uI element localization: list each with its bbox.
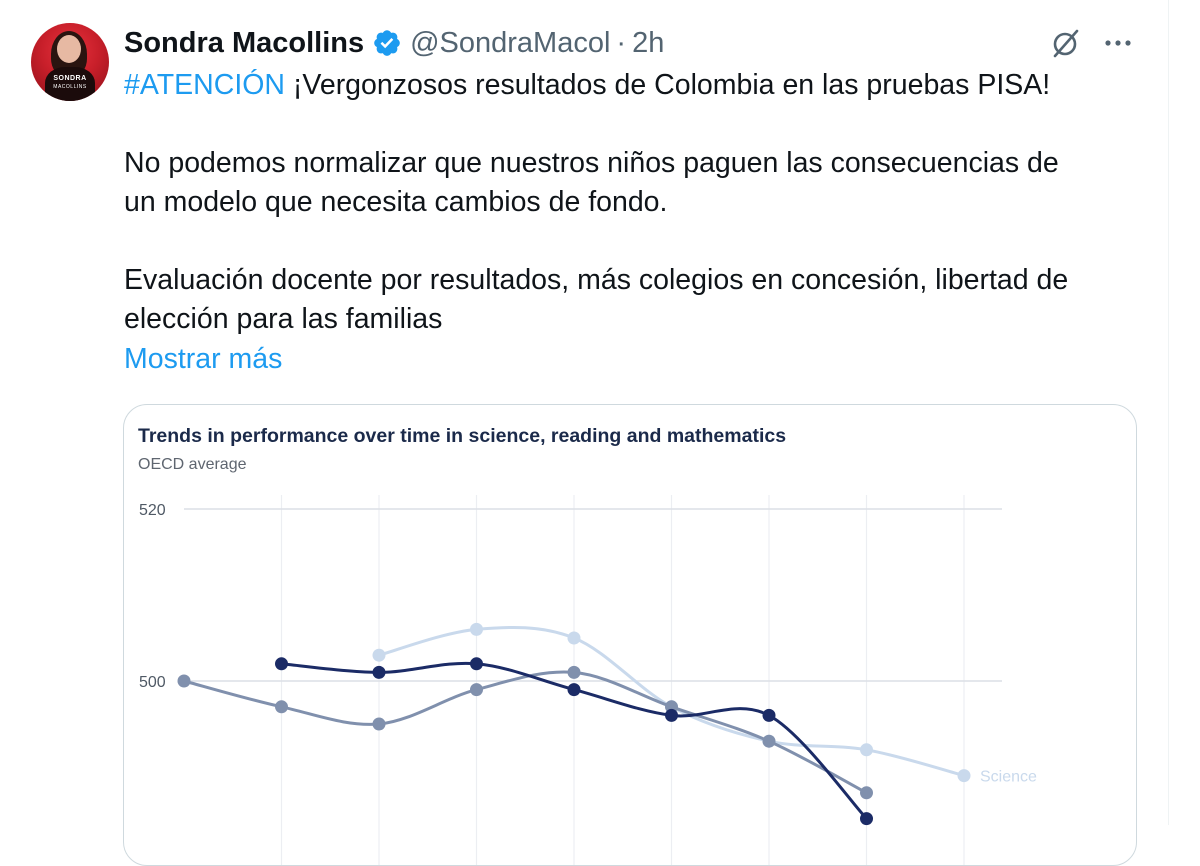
series-line-2 bbox=[183, 670, 868, 795]
author-handle[interactable]: @SondraMacol bbox=[410, 26, 611, 59]
tweet-text: #ATENCIÓN ¡Vergonzosos resultados de Col… bbox=[124, 66, 1154, 339]
more-options-icon[interactable] bbox=[1101, 28, 1135, 58]
data-point bbox=[275, 700, 288, 714]
chart-subtitle: OECD average bbox=[138, 456, 247, 473]
data-point bbox=[762, 708, 776, 722]
separator-dot: · bbox=[616, 26, 627, 59]
data-point bbox=[470, 622, 483, 636]
data-point bbox=[372, 717, 386, 731]
series-label: Science bbox=[980, 769, 1037, 786]
data-point bbox=[372, 665, 386, 679]
tweet-line-1: ¡Vergonzosos resultados de Colombia en l… bbox=[285, 69, 1051, 101]
data-point bbox=[470, 683, 483, 697]
data-point bbox=[860, 786, 873, 800]
tweet-paragraph-3-line-1: Evaluación docente por resultados, más c… bbox=[124, 264, 1069, 296]
tweet-paragraph-2-line-1: No podemos normalizar que nuestros niños… bbox=[124, 147, 1059, 179]
avatar-text: SONDRA bbox=[53, 75, 87, 82]
data-point bbox=[567, 683, 581, 697]
tweet-timestamp[interactable]: 2h bbox=[632, 26, 665, 59]
author-name[interactable]: Sondra Macollins bbox=[124, 26, 365, 59]
y-tick-label: 520 bbox=[139, 502, 166, 519]
verified-badge-icon bbox=[374, 30, 400, 56]
data-point bbox=[177, 674, 191, 688]
show-more-link[interactable]: Mostrar más bbox=[124, 343, 283, 375]
data-point bbox=[957, 769, 971, 783]
data-point bbox=[567, 665, 581, 679]
data-point bbox=[567, 631, 581, 645]
grok-icon[interactable] bbox=[1048, 26, 1082, 60]
tweet-header: Sondra Macollins @SondraMacol · 2h bbox=[124, 26, 664, 60]
hashtag-link[interactable]: #ATENCIÓN bbox=[124, 69, 285, 101]
data-point bbox=[372, 648, 386, 662]
timeline-border bbox=[1168, 0, 1169, 825]
data-point bbox=[860, 743, 873, 757]
data-point bbox=[275, 657, 288, 671]
tweet-paragraph-3-line-2: elección para las familias bbox=[124, 303, 443, 335]
media-card[interactable]: Trends in performance over time in scien… bbox=[123, 404, 1137, 866]
data-point bbox=[762, 734, 776, 748]
line-chart: 520 500 Science bbox=[139, 495, 1037, 865]
chart-title: Trends in performance over time in scien… bbox=[138, 425, 787, 447]
data-point bbox=[470, 657, 483, 671]
avatar-subtext: MACOLLINS bbox=[53, 84, 87, 90]
avatar[interactable]: SONDRA MACOLLINS bbox=[31, 23, 109, 101]
data-point bbox=[665, 708, 678, 722]
data-point bbox=[860, 812, 873, 826]
tweet-paragraph-2-line-2: un modelo que necesita cambios de fondo. bbox=[124, 186, 668, 218]
y-tick-label: 500 bbox=[139, 674, 166, 691]
